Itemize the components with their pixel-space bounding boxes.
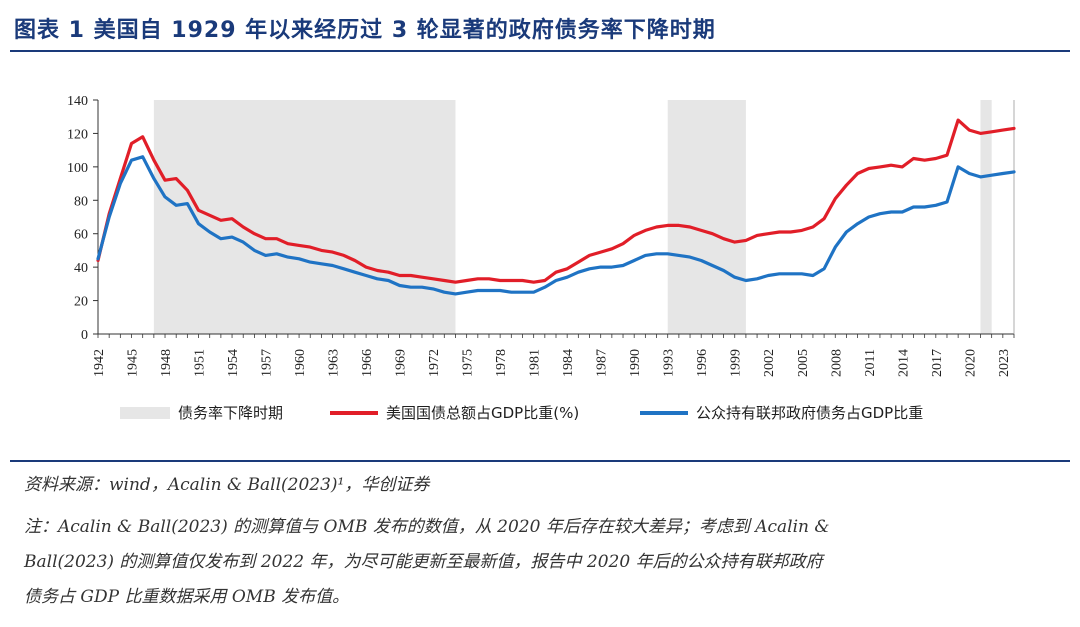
x-tick-label-1975: 1975 [461,349,476,377]
y-tick-label-80: 80 [74,194,88,209]
x-tick-label-2011: 2011 [863,349,878,376]
x-tick-label-2005: 2005 [796,349,811,377]
x-tick-label-1945: 1945 [126,349,141,377]
x-tick-label-1972: 1972 [427,349,442,377]
x-tick-label-1987: 1987 [595,349,610,377]
x-tick-label-2023: 2023 [997,349,1012,377]
figure-title: 图表 1 美国自 1929 年以来经历过 3 轮显著的政府债务率下降时期 [14,18,716,43]
legend-shade-label: 债务率下降时期 [178,404,284,422]
legend-item-red: 美国国债总额占GDP比重(%) [330,402,579,423]
note-line-1: 注：Acalin & Ball(2023) 的测算值与 OMB 发布的数值，从 … [24,517,830,537]
y-tick-label-100: 100 [67,161,88,176]
x-tick-label-1984: 1984 [561,349,576,377]
x-tick-label-1948: 1948 [159,349,174,377]
bottom-rule [10,460,1070,462]
x-tick-label-1981: 1981 [528,349,543,377]
x-tick-label-2017: 2017 [930,349,945,377]
source-note: 资料来源：wind，Acalin & Ball(2023)¹，华创证券 [24,475,430,495]
legend-shade-swatch [120,406,170,419]
x-tick-label-1957: 1957 [260,349,275,377]
series-line-public-debt [96,155,1016,296]
legend-red-swatch [330,410,378,415]
note-line-2: Ball(2023) 的测算值仅发布到 2022 年，为尽可能更新至最新值，报告… [24,552,823,572]
legend-blue-swatch [640,410,688,415]
y-tick-label-40: 40 [74,261,88,276]
x-tick-label-1942: 1942 [92,349,107,377]
x-tick-label-1990: 1990 [628,349,643,377]
x-tick-label-2002: 2002 [762,349,777,377]
x-tick-label-1996: 1996 [695,349,710,377]
x-tick-label-1969: 1969 [394,349,409,377]
x-tick-label-2008: 2008 [829,349,844,377]
y-tick-label-140: 140 [67,94,88,109]
x-tick-label-1993: 1993 [662,349,677,377]
x-tick-label-1999: 1999 [729,349,744,377]
shaded-period-2 [667,100,746,334]
x-tick-label-1954: 1954 [226,349,241,377]
x-tick-label-1960: 1960 [293,349,308,377]
x-tick-label-2020: 2020 [963,349,978,377]
shaded-period-3 [980,100,992,334]
x-tick-label-1966: 1966 [360,349,375,377]
y-tick-label-120: 120 [67,127,88,142]
x-tick-label-1978: 1978 [494,349,509,377]
y-tick-label-20: 20 [74,295,88,310]
note-line-3: 债务占 GDP 比重数据采用 OMB 发布值。 [24,587,350,607]
x-tick-label-2014: 2014 [896,349,911,377]
y-tick-label-0: 0 [81,328,88,343]
x-tick-label-1951: 1951 [193,349,208,377]
legend-blue-label: 公众持有联邦政府债务占GDP比重 [696,404,924,422]
debt-ratio-chart: 0 20 40 60 80 100 120 140 1942 1945 1948 1951 1954 19… [67,94,1016,377]
top-rule [10,50,1070,52]
y-tick-label-60: 60 [74,228,88,243]
legend-item-shade: 债务率下降时期 [120,402,283,423]
x-tick-label-1963: 1963 [327,349,342,377]
legend-item-blue: 公众持有联邦政府债务占GDP比重 [640,402,923,423]
legend-red-label: 美国国债总额占GDP比重(%) [386,404,580,422]
shaded-period-1 [153,100,456,334]
series-line-total-debt [96,118,1016,284]
legend: 债务率下降时期 美国国债总额占GDP比重(%) 公众持有联邦政府债务占GDP比重 [0,402,1080,426]
